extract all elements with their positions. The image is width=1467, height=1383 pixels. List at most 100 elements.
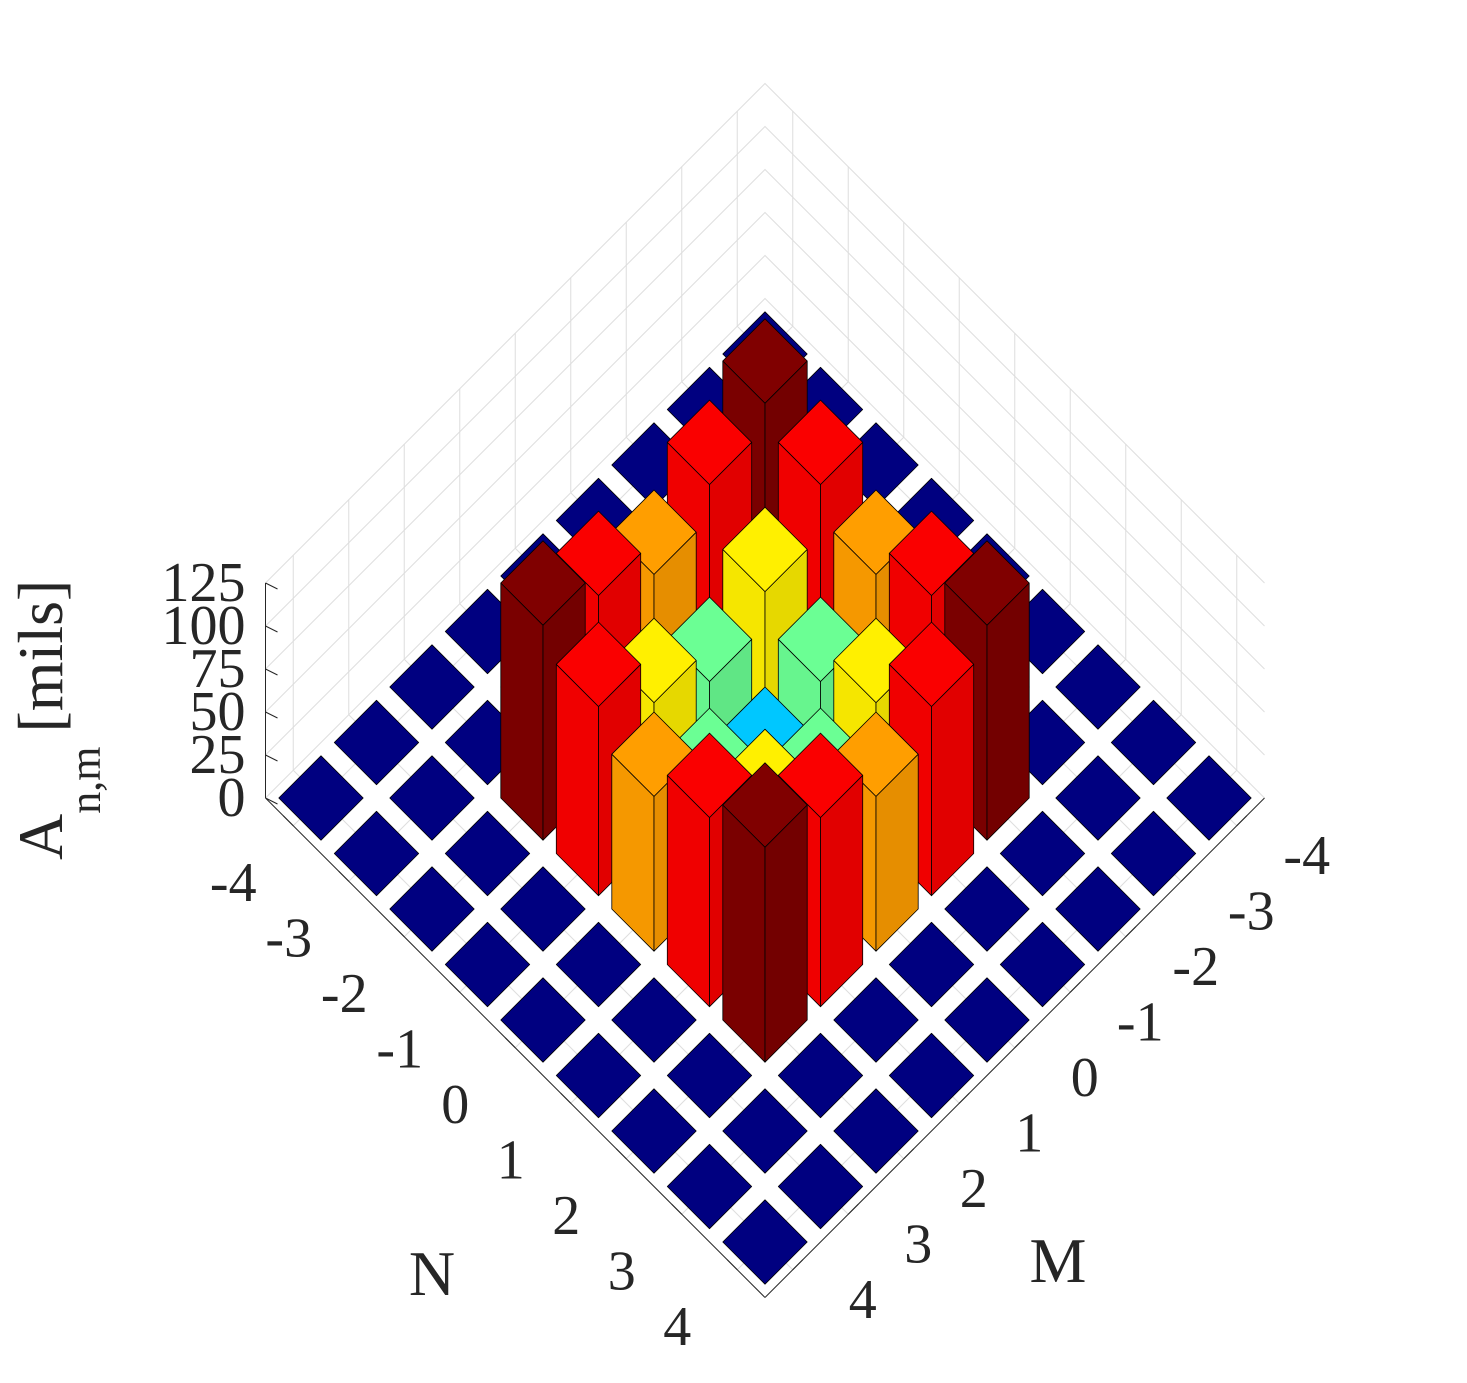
- bar-face-top: [1166, 755, 1252, 841]
- bar-face-top: [888, 621, 975, 707]
- x-tick-label-1: -3: [1228, 880, 1275, 942]
- bar-face-top: [722, 762, 808, 848]
- y-tick-mark-7: [671, 1203, 683, 1215]
- grid-line-z-2: [265, 211, 1265, 713]
- bar-m3-n1: [611, 977, 697, 1063]
- bar-m3-n3: [722, 1088, 808, 1174]
- z-tick-label-5: 125: [162, 552, 246, 614]
- bar-face-right: [986, 582, 1030, 841]
- x-tick-mark-2: [1125, 926, 1137, 938]
- bar-m4-n0: [500, 977, 586, 1063]
- bar-m3-n2: [666, 1032, 753, 1119]
- bar-m2-n4: [833, 1088, 919, 1174]
- bar-m3-n-2: [444, 810, 531, 897]
- bar-m4-n-1: [444, 921, 531, 1008]
- x-tick-label-0: -4: [1283, 825, 1330, 887]
- bar-face-top: [1055, 755, 1141, 841]
- bar-m4-n-4: [278, 755, 364, 841]
- x-tick-label-5: 1: [1015, 1102, 1043, 1164]
- bar-face-top: [666, 1143, 753, 1230]
- bar-m3-n0: [555, 921, 642, 1008]
- z-tick-label-1: 25: [190, 724, 246, 786]
- bar-face-top: [333, 810, 420, 897]
- z-tick-label-3: 75: [190, 638, 246, 700]
- x-tick-mark-0: [1236, 815, 1248, 827]
- z-tick-label-0: 0: [218, 767, 246, 829]
- y-tick-mark-6: [615, 1148, 627, 1160]
- x-tick-label-2: -2: [1172, 936, 1219, 998]
- z-tick-label-4: 100: [162, 595, 246, 657]
- bar-face-top: [777, 1143, 864, 1230]
- bar-face-top: [444, 810, 531, 897]
- bar-face-top: [777, 732, 864, 818]
- y-tick-mark-8: [726, 1259, 738, 1271]
- bar-face-top: [777, 1032, 864, 1119]
- bar-m4-n-3: [333, 810, 420, 897]
- bar-face-top: [944, 866, 1030, 952]
- y-tick-mark-3: [449, 981, 461, 993]
- bar-face-top: [1055, 644, 1141, 730]
- grid-line-z-3: [265, 168, 1265, 670]
- bar-face-top: [888, 1032, 975, 1119]
- grid-line-z-0: [265, 297, 1265, 799]
- bar-face-top: [888, 921, 975, 1008]
- y-tick-label-5: 1: [497, 1129, 525, 1191]
- bar-face-top: [611, 1088, 697, 1174]
- bar-face-top: [500, 977, 586, 1063]
- bar-face-top: [666, 1032, 753, 1119]
- grid-line-z-1: [265, 254, 1265, 756]
- bar-face-top: [555, 510, 642, 596]
- bar-m1-n3: [833, 977, 919, 1063]
- bar-face-top: [944, 977, 1030, 1063]
- x-tick-mark-4: [1014, 1037, 1026, 1049]
- bar-face-top: [722, 506, 808, 592]
- bar-m2-n3: [777, 1032, 864, 1119]
- z-tick-mark-5: [265, 582, 278, 590]
- bar-face-top: [555, 621, 642, 707]
- z-tick-mark-3: [265, 668, 278, 676]
- bar-m2-n2: [722, 762, 808, 1063]
- bar-m-2-n3: [999, 810, 1086, 897]
- x-tick-mark-5: [958, 1092, 970, 1104]
- z-tick-mark-0: [265, 797, 278, 805]
- y-tick-label-8: 4: [663, 1296, 691, 1358]
- y-tick-label-6: 2: [552, 1185, 580, 1247]
- bar-m4-n4: [722, 1199, 808, 1285]
- grid-line-z-4: [265, 125, 1265, 627]
- bar-face-top: [500, 866, 586, 952]
- bar-m-1-n3: [944, 866, 1030, 952]
- bar-m-2-n4: [1055, 866, 1141, 952]
- x-tick-mark-8: [792, 1259, 804, 1271]
- z-axis-label-subscript: n,m: [61, 747, 110, 814]
- bar-m-4-n3: [1110, 699, 1197, 786]
- bar-face-top: [389, 866, 475, 952]
- bar-face-top: [1110, 810, 1197, 897]
- bar-face-top: [833, 977, 919, 1063]
- bar-m1-n4: [888, 1032, 975, 1119]
- y-tick-label-4: 0: [441, 1074, 469, 1136]
- bar-m0-n3: [888, 921, 975, 1008]
- bar-face-top: [722, 318, 808, 404]
- bar-face-top: [444, 921, 531, 1008]
- bar-m3-n-4: [333, 699, 420, 786]
- bar-m4-n1: [555, 1032, 642, 1119]
- bar-m-4-n2: [1055, 644, 1141, 730]
- bar-face-top: [389, 755, 475, 841]
- z-tick-mark-1: [265, 754, 278, 762]
- axes-layer: [265, 582, 1265, 1298]
- bar-face-top: [999, 810, 1086, 897]
- bar-face-top: [555, 921, 642, 1008]
- x-axis-label: M: [1030, 1225, 1087, 1296]
- bar-m-1-n4: [999, 921, 1086, 1008]
- y-tick-label-1: -3: [265, 907, 312, 969]
- z-tick-mark-2: [265, 711, 278, 719]
- x-tick-label-6: 2: [960, 1158, 988, 1220]
- x-tick-mark-7: [847, 1203, 859, 1215]
- bar-m0-n4: [944, 977, 1030, 1063]
- bar-face-top: [722, 1088, 808, 1174]
- bar-face-top: [722, 1199, 808, 1285]
- y-tick-label-7: 3: [608, 1240, 636, 1302]
- bar-face-top: [666, 399, 753, 485]
- y-tick-mark-2: [393, 926, 405, 938]
